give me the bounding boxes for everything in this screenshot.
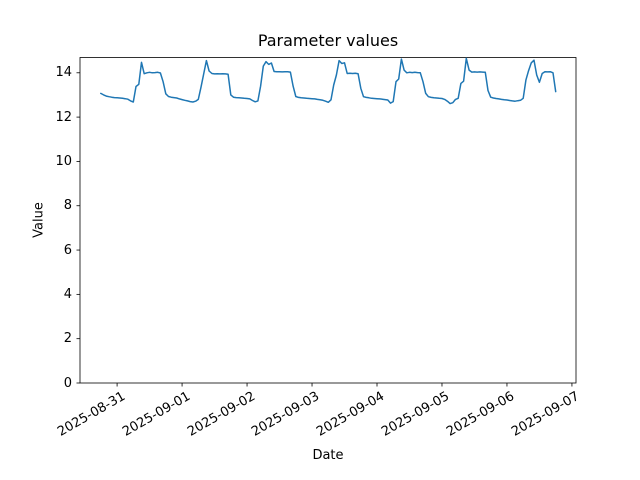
y-tick-label-4: 4 (63, 286, 72, 302)
y-tick-label-6: 6 (63, 242, 72, 258)
x-axis-label: Date (312, 448, 344, 463)
y-tick-label-8: 8 (63, 198, 72, 214)
y-tick-label-12: 12 (55, 109, 72, 125)
y-tick-label-2: 2 (63, 331, 72, 347)
y-tick-label-10: 10 (55, 153, 72, 169)
data-line-series (100, 57, 557, 105)
plot-frame (79, 57, 577, 384)
chart-title: Parameter values (257, 31, 399, 50)
y-tick-label-14: 14 (55, 65, 72, 81)
y-tick-label-0: 0 (63, 375, 72, 391)
